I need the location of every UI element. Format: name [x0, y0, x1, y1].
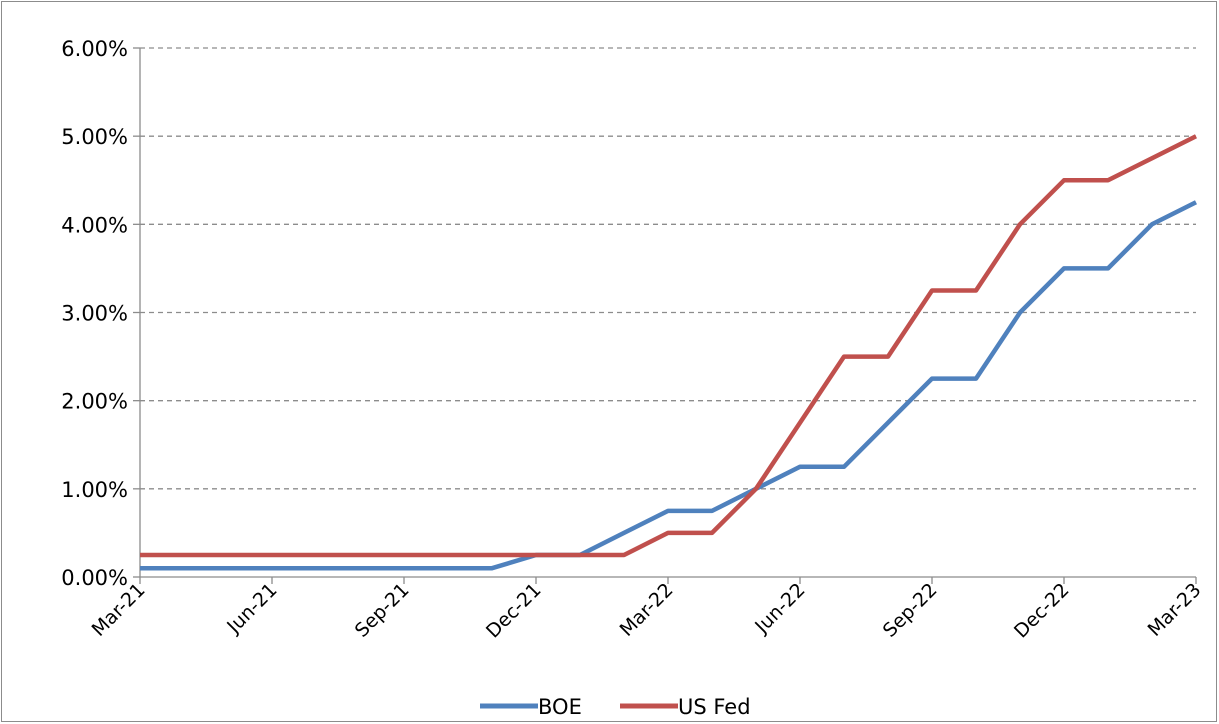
y-tick-label: 5.00% — [61, 125, 128, 149]
x-tick-label: Dec-21 — [482, 579, 546, 643]
y-tick-label: 1.00% — [61, 478, 128, 502]
y-tick-labels: 0.00% 1.00% 2.00% 3.00% 4.00% 5.00% 6.00% — [61, 37, 128, 590]
x-tick-label: Jun-22 — [750, 579, 809, 638]
series-line-boe — [140, 200, 1198, 571]
axes — [133, 47, 1197, 584]
x-tick-label: Mar-23 — [1144, 579, 1206, 641]
series-line-us-fed — [140, 134, 1198, 558]
legend-label-us-fed: US Fed — [678, 695, 751, 719]
y-tick-label: 0.00% — [61, 566, 128, 590]
y-tick-label: 4.00% — [61, 213, 128, 237]
y-tick-label: 2.00% — [61, 390, 128, 414]
x-tick-label: Dec-22 — [1010, 579, 1074, 643]
grid-lines — [140, 47, 1196, 490]
x-tick-labels: Mar-21 Jun-21 Sep-21 Dec-21 Mar-22 Jun-22 Sep-… — [88, 579, 1206, 643]
legend-label-boe: BOE — [538, 695, 582, 719]
x-tick-label: Jun-21 — [222, 579, 281, 638]
x-tick-label: Mar-22 — [616, 579, 678, 641]
x-tick-label: Sep-21 — [351, 579, 414, 642]
series-lines — [140, 134, 1198, 571]
y-tick-label: 6.00% — [61, 37, 128, 61]
y-tick-label: 3.00% — [61, 302, 128, 326]
x-tick-label: Sep-22 — [879, 579, 942, 642]
legend: BOE US Fed — [480, 695, 751, 719]
